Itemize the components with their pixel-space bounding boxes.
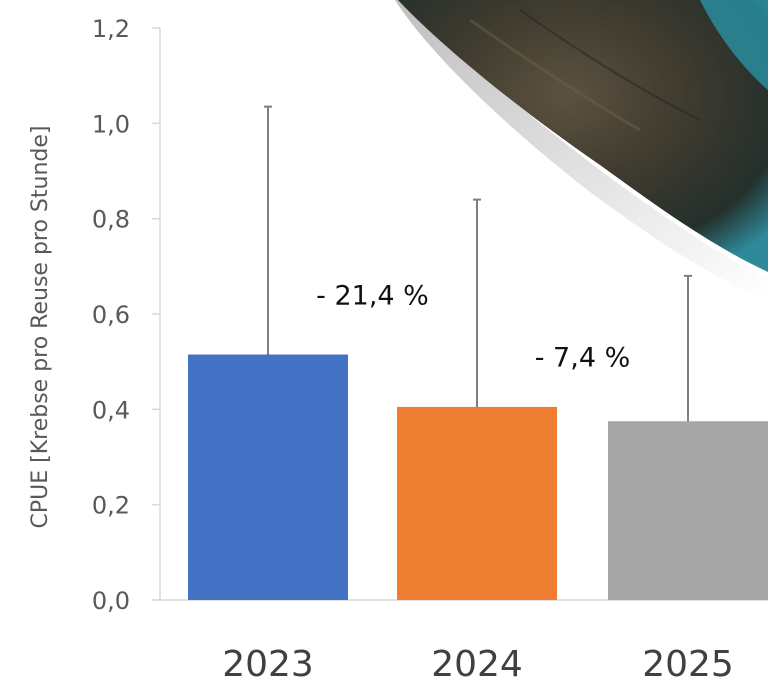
error-bars xyxy=(264,105,692,422)
y-tick-label: 0,2 xyxy=(92,492,130,520)
y-tick-label: 0,4 xyxy=(92,396,130,424)
change-annotation: - 21,4 % xyxy=(316,280,429,311)
change-annotation: - 7,4 % xyxy=(535,342,631,373)
category-label: 2025 xyxy=(642,644,734,684)
y-tick-label: 0,0 xyxy=(92,587,130,615)
y-tick-label: 0,8 xyxy=(92,206,130,234)
annotations: - 21,4 % - 7,4 % xyxy=(316,280,630,373)
y-axis-label: CPUE [Krebse pro Reuse pro Stunde] xyxy=(28,126,53,529)
y-tick-label: 1,2 xyxy=(92,15,130,43)
category-labels: 2023 2024 2025 xyxy=(222,644,734,684)
category-label: 2024 xyxy=(431,644,523,684)
bar-2023 xyxy=(188,354,348,600)
y-ticks: 0,0 0,2 0,4 0,6 0,8 1,0 1,2 xyxy=(92,15,160,615)
bar-2025 xyxy=(608,421,768,600)
category-label: 2023 xyxy=(222,644,314,684)
bars xyxy=(188,354,768,600)
crayfish-photo xyxy=(395,0,768,300)
y-tick-label: 0,6 xyxy=(92,301,130,329)
y-tick-label: 1,0 xyxy=(92,110,130,138)
bar-2024 xyxy=(397,406,557,600)
